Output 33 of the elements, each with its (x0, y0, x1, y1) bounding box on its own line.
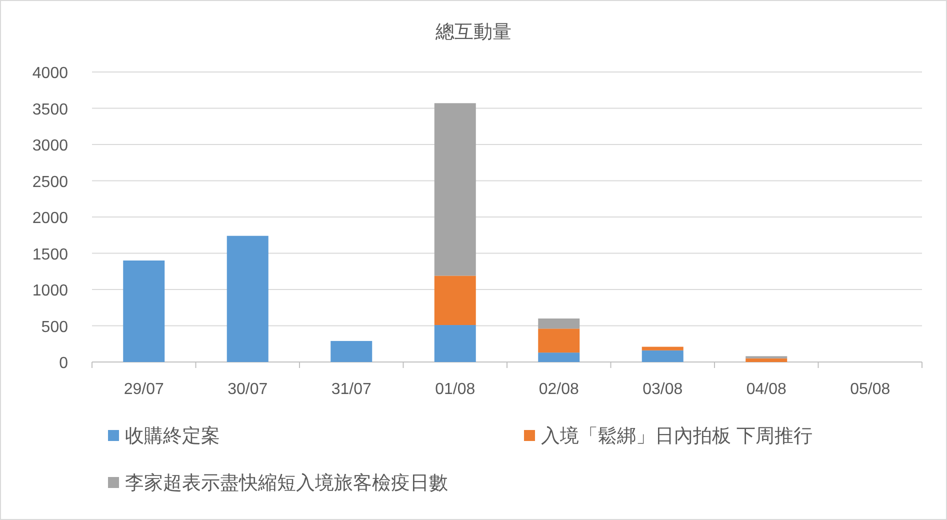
y-tick-label: 0 (59, 355, 68, 372)
y-tick-label: 1000 (32, 282, 68, 300)
x-tick-label: 30/07 (228, 381, 268, 398)
x-tick-label: 29/07 (124, 381, 164, 398)
bar (434, 103, 476, 276)
y-tick-label: 1500 (32, 246, 68, 264)
x-tick-label: 02/08 (538, 381, 579, 398)
legend-label: 入境「鬆綁」日內拍板 下周推行 (541, 425, 812, 447)
x-tick-label: 04/08 (746, 381, 786, 398)
y-tick-label: 2500 (32, 174, 68, 191)
legend-label: 李家超表示盡快縮短入境旅客檢疫日數 (125, 472, 448, 494)
bar (538, 352, 580, 362)
y-tick-label: 500 (41, 318, 68, 336)
bar (642, 346, 684, 350)
bar (330, 340, 372, 362)
bar (434, 325, 476, 362)
x-tick-label: 05/08 (850, 381, 890, 398)
y-tick-label: 3000 (32, 138, 68, 154)
x-tick-label: 01/08 (435, 381, 476, 398)
bar (226, 236, 268, 362)
bar (434, 276, 476, 326)
chart-title: 總互動量 (434, 22, 512, 43)
y-tick-label: 4000 (32, 65, 68, 82)
y-tick-label: 2000 (32, 210, 68, 227)
x-tick-label: 31/07 (331, 381, 372, 398)
bar (123, 260, 165, 362)
bar (538, 328, 580, 353)
bar (642, 350, 684, 362)
bar (746, 358, 788, 362)
y-tick-label: 3500 (32, 101, 68, 118)
bar (538, 318, 580, 329)
x-tick-label: 03/08 (642, 381, 683, 398)
legend-label: 收購終定案 (125, 425, 220, 447)
